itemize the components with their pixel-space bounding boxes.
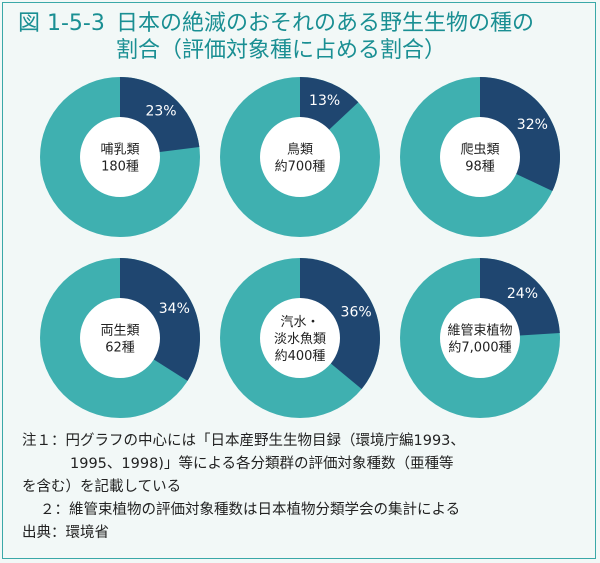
source-label: 出典：: [22, 525, 66, 541]
species-count-label: 約400種: [275, 348, 326, 364]
donut-hole: [440, 298, 520, 378]
figure-title: 図 1-5-3 日本の絶滅のおそれのある野生生物の種の 割合（評価対象種に占める割…: [18, 10, 588, 64]
donut-hole: [80, 117, 160, 197]
species-count-label: 98種: [465, 159, 495, 175]
percentage-label: 13%: [309, 93, 340, 109]
species-count-label: 180種: [101, 159, 139, 175]
percentage-label: 23%: [145, 103, 176, 119]
species-count-label: 約7,000種: [448, 340, 511, 356]
donut-hole: [260, 117, 340, 197]
percentage-label: 24%: [507, 286, 538, 302]
species-count-label: 62種: [105, 340, 135, 356]
percentage-label: 34%: [159, 301, 190, 317]
source-line: 出典：環境省: [22, 522, 587, 545]
threatened-species-slice: [300, 258, 381, 389]
group-name-label: 汽水・: [280, 315, 319, 330]
group-name-label: 両生類: [100, 324, 139, 339]
group-name-label: 淡水魚類: [274, 332, 326, 347]
donut-hole: [440, 117, 520, 197]
note-2-text: 維管束植物の評価対象種数は日本植物分類学会の集計による: [69, 502, 461, 518]
notes: 注１：円グラフの中心には「日本産野生生物目録（環境庁編1993、 1995、19…: [22, 430, 587, 545]
donut-hole: [260, 298, 340, 378]
species-count-label: 約700種: [275, 159, 326, 175]
note-2: ２：維管束植物の評価対象種数は日本植物分類学会の集計による: [22, 499, 587, 522]
group-name-label: 鳥類: [287, 143, 313, 158]
note-1-line-1: 注１：円グラフの中心には「日本産野生生物目録（環境庁編1993、: [22, 430, 587, 453]
group-name-label: 爬虫類: [460, 143, 499, 158]
note-1-line-3: を含む）を記載している: [22, 479, 182, 495]
group-name-label: 哺乳類: [100, 143, 139, 158]
figure-number: 図 1-5-3: [18, 11, 105, 36]
note-2-label: ２：: [40, 502, 69, 518]
group-name-label: 維管束植物: [447, 324, 512, 339]
note-1-label: 注１：: [22, 433, 66, 449]
note-1-text-1: 円グラフの中心には「日本産野生生物目録（環境庁編1993、: [65, 433, 465, 449]
note-1-line-2: 1995、1998)」等による各分類群の評価対象種数（亜種等: [70, 456, 454, 472]
percentage-label: 36%: [341, 305, 372, 321]
figure-frame: [2, 2, 596, 559]
title-line-2: 割合（評価対象種に占める割合）: [116, 38, 447, 63]
source-text: 環境省: [65, 525, 110, 541]
percentage-label: 32%: [517, 117, 548, 133]
title-line-1: 日本の絶滅のおそれのある野生生物の種の: [116, 11, 535, 36]
donut-hole: [80, 298, 160, 378]
